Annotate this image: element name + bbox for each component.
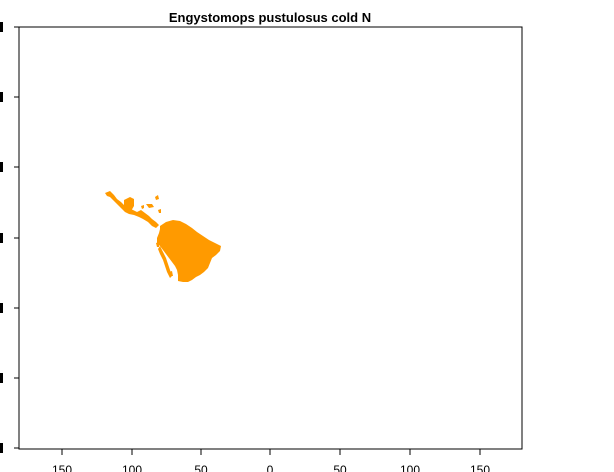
x-tick-label: 50: [194, 463, 208, 472]
range-region-mexico-central-america: [105, 191, 159, 228]
range-region-coastal-specks: [156, 242, 173, 276]
x-tick-label: 100: [122, 463, 142, 472]
plot-frame: [18, 26, 523, 450]
x-axis-ticks: [61, 449, 481, 455]
x-axis-tick-labels: 150 100 50 0 50 100 150: [52, 463, 490, 472]
y-axis-label-stubs: [0, 22, 3, 453]
x-tick-label: 150: [52, 463, 72, 472]
x-tick-label: 150: [470, 463, 490, 472]
x-tick-label: 0: [267, 463, 274, 472]
x-tick-label: 50: [333, 463, 347, 472]
x-tick-label: 100: [400, 463, 420, 472]
range-region-yucatan: [124, 197, 134, 212]
species-range: [105, 191, 221, 282]
range-region-south-america-north: [157, 220, 221, 282]
range-region-andean-strip: [158, 246, 172, 278]
map-title: Engystomops pustulosus cold N: [168, 10, 372, 25]
range-region-caribbean-islands: [141, 195, 161, 213]
y-axis-ticks: [14, 26, 19, 449]
